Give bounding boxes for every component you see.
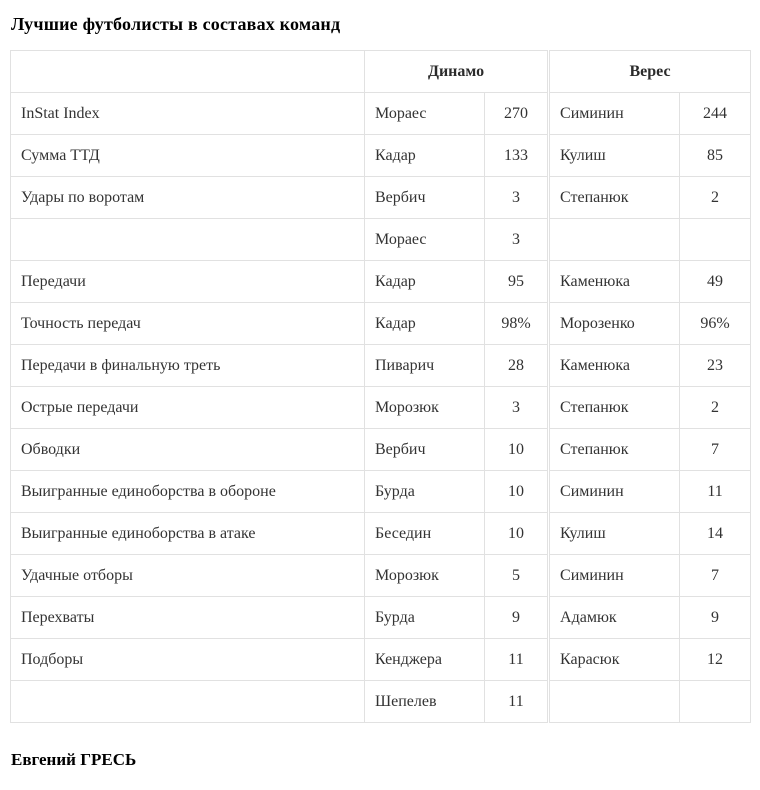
- metric-cell: [10, 218, 365, 261]
- veres-value-cell: 244: [679, 92, 752, 135]
- dynamo-value-cell: 10: [483, 512, 550, 555]
- veres-value-cell: 7: [679, 554, 752, 597]
- metric-cell: Передачи: [10, 260, 365, 303]
- veres-player-cell: Симинин: [547, 554, 681, 597]
- dynamo-player-cell: Мораес: [364, 92, 485, 135]
- table-header-row: Динамо Верес: [10, 50, 752, 93]
- veres-value-cell: 11: [679, 470, 752, 513]
- team-header-dynamo: Динамо: [363, 50, 550, 93]
- page-title: Лучшие футболисты в составах команд: [11, 14, 341, 34]
- table-row: Выигранные единоборства в атаке Беседин 10…: [10, 512, 752, 555]
- table-row: Передачи Кадар 95 Каменюка 49: [10, 260, 752, 303]
- dynamo-value-cell: 11: [483, 638, 550, 681]
- table-row: Обводки Вербич 10 Степанюк 7: [10, 428, 752, 471]
- veres-player-cell: Степанюк: [547, 176, 681, 219]
- metric-cell: Выигранные единоборства в обороне: [10, 470, 365, 513]
- dynamo-player-cell: Кадар: [364, 302, 485, 345]
- dynamo-player-cell: Мораес: [364, 218, 485, 261]
- dynamo-player-cell: Морозюк: [364, 386, 485, 429]
- veres-player-cell: Морозенко: [547, 302, 681, 345]
- veres-player-cell: Симинин: [547, 470, 681, 513]
- veres-value-cell: 7: [679, 428, 752, 471]
- veres-value-cell: 9: [679, 596, 752, 639]
- dynamo-value-cell: 133: [483, 134, 550, 177]
- dynamo-value-cell: 3: [483, 218, 550, 261]
- stats-table-body: InStat Index Мораес 270 Симинин 244 Сумма ТТД…: [10, 92, 752, 723]
- veres-player-cell: Степанюк: [547, 428, 681, 471]
- table-row: Острые передачи Морозюк 3 Степанюк 2: [10, 386, 752, 429]
- dynamo-player-cell: Кадар: [364, 134, 485, 177]
- metric-cell: Точность передач: [10, 302, 365, 345]
- table-row: Сумма ТТД Кадар 133 Кулиш 85: [10, 134, 752, 177]
- veres-value-cell: 12: [679, 638, 752, 681]
- dynamo-value-cell: 10: [483, 470, 550, 513]
- veres-player-cell: [547, 218, 681, 261]
- dynamo-player-cell: Морозюк: [364, 554, 485, 597]
- dynamo-value-cell: 28: [483, 344, 550, 387]
- dynamo-player-cell: Кенджера: [364, 638, 485, 681]
- veres-value-cell: 85: [679, 134, 752, 177]
- corner-header-cell: [10, 50, 365, 93]
- veres-player-cell: Каменюка: [547, 260, 681, 303]
- table-row: Удары по воротам Вербич 3 Степанюк 2: [10, 176, 752, 219]
- table-row: Точность передач Кадар 98% Морозенко 96%: [10, 302, 752, 345]
- table-row: Передачи в финальную треть Пиварич 28 Камен…: [10, 344, 752, 387]
- stats-table: Динамо Верес InStat Index Мораес 270 Симини…: [10, 50, 752, 723]
- metric-cell: Удары по воротам: [10, 176, 365, 219]
- veres-player-cell: Каменюка: [547, 344, 681, 387]
- author-byline: Евгений ГРЕСЬ: [11, 750, 137, 769]
- table-row: Шепелев 11: [10, 680, 752, 723]
- metric-cell: InStat Index: [10, 92, 365, 135]
- dynamo-player-cell: Шепелев: [364, 680, 485, 723]
- dynamo-value-cell: 270: [483, 92, 550, 135]
- veres-player-cell: Адамюк: [547, 596, 681, 639]
- team-header-veres: Верес: [547, 50, 752, 93]
- veres-value-cell: [679, 218, 752, 261]
- metric-cell: Выигранные единоборства в атаке: [10, 512, 365, 555]
- veres-player-cell: Карасюк: [547, 638, 681, 681]
- table-row: Перехваты Бурда 9 Адамюк 9: [10, 596, 752, 639]
- dynamo-player-cell: Вербич: [364, 428, 485, 471]
- dynamo-player-cell: Пиварич: [364, 344, 485, 387]
- dynamo-player-cell: Кадар: [364, 260, 485, 303]
- metric-cell: Сумма ТТД: [10, 134, 365, 177]
- veres-player-cell: Симинин: [547, 92, 681, 135]
- dynamo-player-cell: Бурда: [364, 470, 485, 513]
- dynamo-value-cell: 11: [483, 680, 550, 723]
- table-row: Мораес 3: [10, 218, 752, 261]
- veres-value-cell: 2: [679, 386, 752, 429]
- metric-cell: Острые передачи: [10, 386, 365, 429]
- metric-cell: Обводки: [10, 428, 365, 471]
- veres-value-cell: 96%: [679, 302, 752, 345]
- metric-cell: Подборы: [10, 638, 365, 681]
- veres-value-cell: 49: [679, 260, 752, 303]
- dynamo-player-cell: Беседин: [364, 512, 485, 555]
- veres-player-cell: [547, 680, 681, 723]
- metric-cell: Передачи в финальную треть: [10, 344, 365, 387]
- dynamo-player-cell: Вербич: [364, 176, 485, 219]
- veres-value-cell: 23: [679, 344, 752, 387]
- table-row: Выигранные единоборства в обороне Бурда 10…: [10, 470, 752, 513]
- metric-cell: [10, 680, 365, 723]
- table-row: Удачные отборы Морозюк 5 Симинин 7: [10, 554, 752, 597]
- dynamo-player-cell: Бурда: [364, 596, 485, 639]
- veres-player-cell: Кулиш: [547, 134, 681, 177]
- dynamo-value-cell: 3: [483, 386, 550, 429]
- table-row: InStat Index Мораес 270 Симинин 244: [10, 92, 752, 135]
- metric-cell: Перехваты: [10, 596, 365, 639]
- veres-player-cell: Степанюк: [547, 386, 681, 429]
- veres-value-cell: 14: [679, 512, 752, 555]
- table-row: Подборы Кенджера 11 Карасюк 12: [10, 638, 752, 681]
- metric-cell: Удачные отборы: [10, 554, 365, 597]
- dynamo-value-cell: 10: [483, 428, 550, 471]
- dynamo-value-cell: 95: [483, 260, 550, 303]
- dynamo-value-cell: 98%: [483, 302, 550, 345]
- veres-value-cell: 2: [679, 176, 752, 219]
- dynamo-value-cell: 5: [483, 554, 550, 597]
- dynamo-value-cell: 9: [483, 596, 550, 639]
- veres-player-cell: Кулиш: [547, 512, 681, 555]
- dynamo-value-cell: 3: [483, 176, 550, 219]
- veres-value-cell: [679, 680, 752, 723]
